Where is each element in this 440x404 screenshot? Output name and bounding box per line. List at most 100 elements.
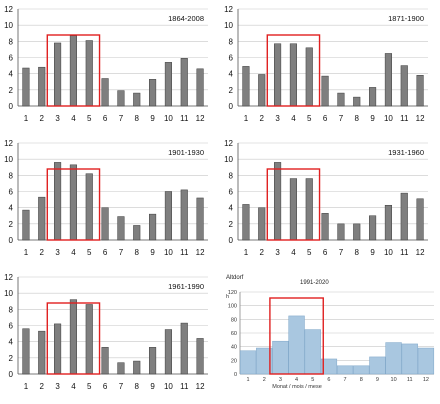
bar-month-6 xyxy=(321,213,329,241)
bar-month-4 xyxy=(69,35,77,107)
y-tick-label: 2 xyxy=(229,86,234,95)
bar-month-2 xyxy=(256,347,273,375)
highlight-box xyxy=(46,34,101,107)
highlight-box xyxy=(46,168,101,241)
chart-panel-1991-2020: 0 20 40 60 80 100 120 1 2 3 4 5 6 7 8 9 10 11 12 1991-2020 A… xyxy=(220,270,440,404)
bar-month-1 xyxy=(242,66,250,107)
y-tick-label: 4 xyxy=(9,70,14,79)
x-tick-label: 1 xyxy=(244,248,249,257)
y-tick-label: 12 xyxy=(224,139,233,148)
bar-month-11 xyxy=(180,322,188,375)
bar-month-7 xyxy=(117,362,125,375)
y-tick-label: 12 xyxy=(4,139,13,148)
x-tick-label: 8 xyxy=(135,248,140,257)
bar-month-3 xyxy=(54,42,62,107)
y-tick-label: 0 xyxy=(9,236,14,245)
x-tick-label: 9 xyxy=(370,114,375,123)
bar-month-4 xyxy=(288,315,305,375)
x-tick-label: 3 xyxy=(279,377,282,383)
bar-month-6 xyxy=(320,358,338,375)
bar-month-8 xyxy=(133,360,141,375)
bar-month-4 xyxy=(69,164,77,241)
x-tick-label: 8 xyxy=(360,377,363,383)
bar-month-5 xyxy=(305,178,313,241)
y-tick-label: 0 xyxy=(9,102,14,111)
x-tick-label: 9 xyxy=(150,248,155,257)
bar-month-2 xyxy=(38,330,46,375)
bar-month-3 xyxy=(274,43,282,107)
x-tick-label: 2 xyxy=(263,377,266,383)
x-tick-label: 5 xyxy=(311,377,314,383)
bar-month-10 xyxy=(384,53,392,107)
chart-title: 1864-2008 xyxy=(168,14,204,23)
bar-month-1 xyxy=(242,204,250,241)
highlight-box xyxy=(269,297,324,375)
x-tick-label: 12 xyxy=(196,382,205,391)
bar-month-5 xyxy=(85,173,93,241)
y-tick-label: 80 xyxy=(231,317,237,323)
y-tick-label: 6 xyxy=(229,54,234,63)
x-tick-label: 12 xyxy=(196,248,205,257)
x-tick-label: 4 xyxy=(71,382,76,391)
x-tick-label: 1 xyxy=(24,248,29,257)
bar-month-12 xyxy=(416,75,424,107)
bar-month-8 xyxy=(133,225,141,241)
y-tick-label: 6 xyxy=(9,322,14,331)
y-tick-label: 12 xyxy=(4,5,13,14)
bar-month-8 xyxy=(133,92,141,107)
y-tick-label: 10 xyxy=(4,21,13,30)
bar-month-9 xyxy=(149,213,157,241)
bar-month-8 xyxy=(353,223,361,241)
x-tick-label: 12 xyxy=(423,377,429,383)
x-tick-label: 6 xyxy=(323,114,328,123)
x-tick-label: 6 xyxy=(103,248,108,257)
x-tick-label: 9 xyxy=(376,377,379,383)
chart-panel-1901-1930: 0 2 4 6 8 10 12 1 2 3 4 5 6 7 8 9 10 11 12 1901-1930 xyxy=(0,136,220,270)
y-tick-label: 10 xyxy=(224,155,233,164)
bar-month-1 xyxy=(22,328,30,375)
x-tick-label: 8 xyxy=(135,114,140,123)
bar-month-10 xyxy=(164,329,172,375)
y-tick-label: 2 xyxy=(9,220,14,229)
x-tick-label: 5 xyxy=(87,248,92,257)
x-tick-label: 3 xyxy=(55,248,60,257)
bar-month-1 xyxy=(239,350,257,375)
bar-month-7 xyxy=(337,223,345,241)
chart-panel-1961-1990: 0 2 4 6 8 10 12 1 2 3 4 5 6 7 8 9 10 11 12 1961-1990 xyxy=(0,270,220,404)
x-tick-label: 3 xyxy=(55,114,60,123)
x-tick-label: 10 xyxy=(384,114,393,123)
x-tick-label: 10 xyxy=(164,382,173,391)
y-tick-label: 0 xyxy=(234,372,237,378)
y-tick-label: 8 xyxy=(229,171,234,180)
y-tick-label: 120 xyxy=(228,290,237,296)
bar-month-11 xyxy=(400,65,408,107)
x-tick-label: 6 xyxy=(327,377,330,383)
bar-month-2 xyxy=(258,207,266,241)
x-tick-label: 1 xyxy=(244,114,249,123)
y-tick-label: 0 xyxy=(229,102,234,111)
x-tick-label: 10 xyxy=(164,114,173,123)
bar-month-11 xyxy=(180,189,188,241)
x-tick-label: 12 xyxy=(196,114,205,123)
bar-month-7 xyxy=(117,216,125,241)
chart-panel-1871-1900: 0 2 4 6 8 10 12 1 2 3 4 5 6 7 8 9 10 11 12 1871-1900 xyxy=(220,2,440,136)
bar-month-10 xyxy=(384,204,392,241)
bar-month-7 xyxy=(337,92,345,107)
y-tick-label: 10 xyxy=(224,21,233,30)
x-tick-label: 1 xyxy=(247,377,250,383)
highlight-box xyxy=(46,302,101,375)
bar-month-7 xyxy=(336,365,354,375)
chart-panel-1864-2008: 0 2 4 6 8 10 12 1 2 3 4 5 6 7 8 9 10 11 12 1864-2008 xyxy=(0,2,220,136)
x-tick-label: 2 xyxy=(40,114,45,123)
bar-month-5 xyxy=(305,47,313,107)
bar-month-7 xyxy=(117,90,125,107)
y-tick-label: 6 xyxy=(9,188,14,197)
bar-month-11 xyxy=(180,58,188,107)
bar-month-12 xyxy=(196,197,204,241)
bar-month-10 xyxy=(385,342,402,375)
bar-month-12 xyxy=(196,338,204,375)
